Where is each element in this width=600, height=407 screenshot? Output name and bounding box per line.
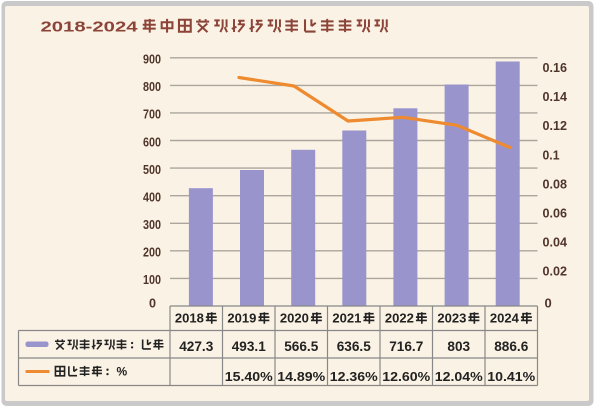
svg-text:493.1: 493.1	[232, 339, 266, 354]
svg-text:0.12: 0.12	[543, 118, 568, 133]
svg-text:400: 400	[143, 190, 161, 205]
svg-text:0.04: 0.04	[543, 235, 568, 250]
svg-text:10.41%: 10.41%	[487, 369, 535, 384]
svg-text:700: 700	[143, 107, 161, 122]
svg-text:2020: 2020	[280, 311, 309, 326]
svg-text:14.89%: 14.89%	[277, 369, 325, 384]
svg-text:2023: 2023	[437, 311, 466, 326]
svg-text:886.6: 886.6	[494, 339, 528, 354]
svg-text:716.7: 716.7	[389, 339, 423, 354]
svg-text:636.5: 636.5	[337, 339, 371, 354]
svg-text:2019: 2019	[227, 311, 256, 326]
svg-text:600: 600	[143, 134, 161, 149]
svg-text:15.40%: 15.40%	[225, 369, 273, 384]
svg-text:300: 300	[143, 217, 161, 232]
svg-text:12.36%: 12.36%	[330, 369, 378, 384]
svg-text:800: 800	[143, 79, 161, 94]
svg-text:427.3: 427.3	[179, 339, 213, 354]
svg-text:2018-2024: 2018-2024	[41, 19, 139, 36]
svg-text:500: 500	[143, 162, 161, 177]
svg-text:0.14: 0.14	[543, 89, 568, 104]
svg-text:2022: 2022	[385, 311, 414, 326]
svg-text:12.04%: 12.04%	[435, 369, 483, 384]
svg-text:0.02: 0.02	[543, 264, 568, 279]
svg-text:2018: 2018	[175, 311, 204, 326]
svg-text:0: 0	[545, 296, 552, 311]
svg-text:803: 803	[447, 339, 470, 354]
svg-text:0.06: 0.06	[543, 206, 568, 221]
svg-text:566.5: 566.5	[284, 339, 318, 354]
svg-text:0.16: 0.16	[543, 60, 568, 75]
svg-text:0: 0	[149, 296, 156, 311]
svg-text:%: %	[117, 365, 128, 379]
svg-text:2021: 2021	[332, 311, 361, 326]
svg-text:2024: 2024	[490, 311, 520, 326]
svg-text:0.08: 0.08	[543, 176, 568, 191]
svg-text:200: 200	[143, 245, 161, 260]
svg-text:100: 100	[143, 272, 161, 287]
svg-text:900: 900	[143, 52, 161, 67]
svg-text:12.60%: 12.60%	[382, 369, 430, 384]
svg-text:0.1: 0.1	[543, 147, 560, 162]
